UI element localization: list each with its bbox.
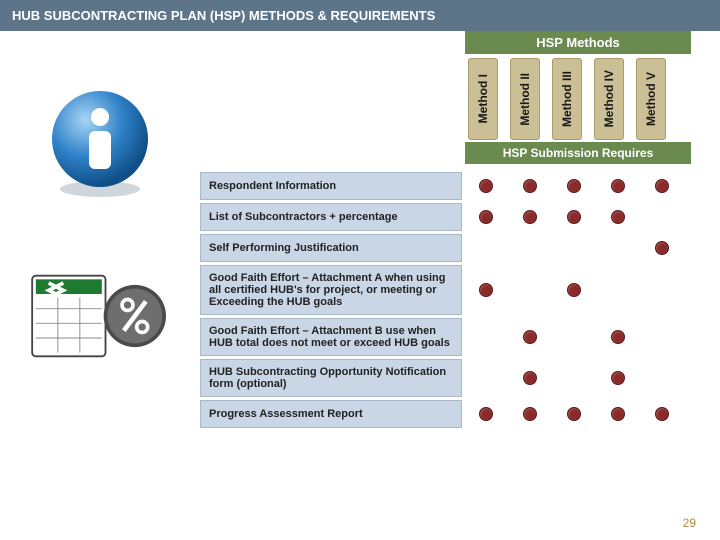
matrix-cells: [465, 318, 683, 356]
filled-dot-icon: [479, 283, 493, 297]
matrix-row-label: Self Performing Justification: [200, 234, 462, 262]
requirements-matrix: Respondent Information List of Subcontrac…: [200, 172, 700, 428]
matrix-row: Self Performing Justification: [200, 234, 700, 262]
matrix-cell: [597, 318, 639, 356]
matrix-cell: [641, 400, 683, 428]
submission-requires-bar: HSP Submission Requires: [465, 142, 691, 164]
matrix-cell: [509, 172, 551, 200]
filled-dot-icon: [611, 371, 625, 385]
matrix-cells: [465, 359, 683, 397]
filled-dot-icon: [479, 210, 493, 224]
matrix-cell: [509, 234, 551, 262]
matrix-cell: [465, 359, 507, 397]
main-content: HSP Methods Method I Method II Method II…: [0, 31, 720, 428]
filled-dot-icon: [611, 179, 625, 193]
matrix-row: Good Faith Effort – Attachment A when us…: [200, 265, 700, 315]
matrix-cell: [465, 265, 507, 315]
matrix-row: Good Faith Effort – Attachment B use whe…: [200, 318, 700, 356]
matrix-cell: [553, 265, 595, 315]
info-icon: [30, 71, 170, 211]
matrix-row-label: Respondent Information: [200, 172, 462, 200]
filled-dot-icon: [567, 283, 581, 297]
header-suffix: METHODS & REQUIREMENTS: [249, 8, 435, 23]
matrix-cell: [509, 203, 551, 231]
matrix-cell: [641, 318, 683, 356]
matrix-cell: [553, 203, 595, 231]
matrix-cell: [509, 318, 551, 356]
filled-dot-icon: [611, 330, 625, 344]
filled-dot-icon: [523, 371, 537, 385]
filled-dot-icon: [523, 179, 537, 193]
matrix-cell: [553, 359, 595, 397]
method-tab-2: Method II: [510, 58, 540, 140]
matrix-cell: [553, 234, 595, 262]
matrix-row-label: Progress Assessment Report: [200, 400, 462, 428]
matrix-cells: [465, 172, 683, 200]
filled-dot-icon: [567, 210, 581, 224]
filled-dot-icon: [567, 179, 581, 193]
matrix-cell: [641, 203, 683, 231]
matrix-cells: [465, 203, 683, 231]
matrix-cell: [465, 318, 507, 356]
matrix-cell: [641, 265, 683, 315]
filled-dot-icon: [523, 210, 537, 224]
matrix-row: Respondent Information: [200, 172, 700, 200]
filled-dot-icon: [567, 407, 581, 421]
matrix-cell: [553, 400, 595, 428]
matrix-row: List of Subcontractors + percentage: [200, 203, 700, 231]
matrix-cell: [597, 234, 639, 262]
filled-dot-icon: [655, 179, 669, 193]
filled-dot-icon: [611, 210, 625, 224]
filled-dot-icon: [523, 330, 537, 344]
matrix-cell: [553, 172, 595, 200]
matrix-cell: [553, 318, 595, 356]
matrix-cell: [641, 359, 683, 397]
matrix-cell: [597, 203, 639, 231]
matrix-row-label: Good Faith Effort – Attachment B use whe…: [200, 318, 462, 356]
page-number: 29: [683, 516, 696, 530]
matrix-cell: [465, 234, 507, 262]
method-tab-1: Method I: [468, 58, 498, 140]
matrix-row-label: List of Subcontractors + percentage: [200, 203, 462, 231]
matrix-row-label: HUB Subcontracting Opportunity Notificat…: [200, 359, 462, 397]
filled-dot-icon: [655, 241, 669, 255]
methods-header: HSP Methods: [465, 31, 691, 54]
matrix-cell: [641, 172, 683, 200]
filled-dot-icon: [479, 407, 493, 421]
matrix-row-label: Good Faith Effort – Attachment A when us…: [200, 265, 462, 315]
filled-dot-icon: [655, 407, 669, 421]
matrix-cell: [641, 234, 683, 262]
method-tab-3: Method III: [552, 58, 582, 140]
matrix-cell: [597, 265, 639, 315]
matrix-cell: [509, 265, 551, 315]
method-tab-5: Method V: [636, 58, 666, 140]
page-header: HUB SUBCONTRACTING PLAN (HSP) METHODS & …: [0, 0, 720, 31]
matrix-row: Progress Assessment Report: [200, 400, 700, 428]
header-prefix: HUB SUBCONTRACTING PLAN (HSP): [12, 8, 245, 23]
matrix-column: HSP Methods Method I Method II Method II…: [200, 31, 720, 428]
filled-dot-icon: [479, 179, 493, 193]
matrix-cell: [465, 203, 507, 231]
matrix-cells: [465, 234, 683, 262]
matrix-cells: [465, 265, 683, 315]
matrix-cell: [597, 359, 639, 397]
matrix-cell: [465, 400, 507, 428]
method-tabs-row: Method I Method II Method III Method IV …: [468, 54, 700, 140]
matrix-cell: [597, 172, 639, 200]
filled-dot-icon: [523, 407, 537, 421]
matrix-cell: [465, 172, 507, 200]
matrix-cells: [465, 400, 683, 428]
filled-dot-icon: [611, 407, 625, 421]
matrix-cell: [597, 400, 639, 428]
matrix-cell: [509, 400, 551, 428]
method-tab-4: Method IV: [594, 58, 624, 140]
left-icons-column: [0, 31, 200, 428]
matrix-row: HUB Subcontracting Opportunity Notificat…: [200, 359, 700, 397]
matrix-cell: [509, 359, 551, 397]
excel-percent-icon: [25, 251, 175, 381]
